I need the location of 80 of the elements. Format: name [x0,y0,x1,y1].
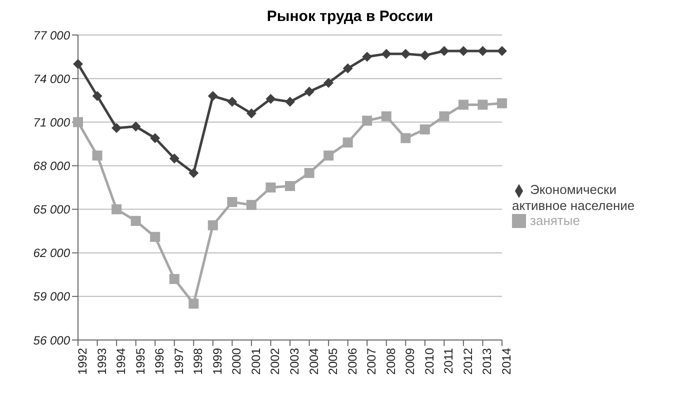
x-tick-label: 1997 [172,348,186,375]
y-tick-label: 71 000 [33,115,70,130]
point [362,52,372,62]
point [227,96,238,107]
x-tick-label: 2001 [248,348,263,375]
point [400,133,411,144]
point [439,111,450,122]
point [420,50,430,60]
x-tick-label: 2008 [384,348,398,375]
point [150,232,160,242]
x-tick-label: 1999 [210,348,224,375]
point [439,46,450,56]
x-tick-label: 2009 [403,348,418,375]
point [478,46,488,56]
y-tick-label: 65 000 [33,202,70,217]
x-tick-label: 1993 [94,348,109,375]
point [169,153,180,164]
point [458,100,468,110]
point [92,91,102,101]
point [324,78,334,88]
x-tick-label: 2014 [500,348,514,375]
x-tick-label: 2002 [268,348,282,375]
y-tick-label: 68 000 [33,158,70,173]
point [381,48,392,59]
x-tick-label: 2004 [306,348,321,375]
point [342,137,353,148]
point [73,59,83,70]
x-tick-label: 1994 [114,348,128,375]
x-tick-label: 2000 [230,348,244,375]
point [73,117,83,128]
point [208,220,218,230]
y-tick-label: 59 000 [33,290,70,304]
point [92,150,102,161]
point [478,100,488,110]
y-tick-label: 77 000 [33,28,70,42]
point [304,168,314,178]
y-tick-label: 62 000 [33,246,70,260]
x-tick-label: 2007 [364,348,379,375]
y-tick-label: 74 000 [33,72,70,86]
point [112,122,122,133]
point [266,94,276,104]
x-tick-label: 1996 [152,348,167,375]
point [112,204,122,214]
point [150,133,160,144]
point [130,122,141,132]
x-tick-label: 2005 [326,348,340,375]
x-tick-label: 2003 [288,348,302,375]
x-tick-label: 2011 [442,348,456,374]
point [420,124,430,134]
point [246,108,256,118]
x-tick-label: 2010 [422,348,436,375]
point [208,91,218,101]
point [324,150,334,161]
x-tick-label: 1992 [76,348,90,375]
point [381,111,392,122]
point [458,46,468,56]
point [285,96,295,107]
point [497,46,507,56]
point [342,63,353,74]
point [400,48,411,59]
point [497,98,507,108]
x-tick-label: 1995 [133,348,148,375]
y-tick-label: 56 000 [33,333,70,348]
point [227,197,238,208]
point [188,168,199,178]
point [188,298,199,309]
x-tick-label: 2012 [460,348,475,375]
legend-label: занятые [530,212,580,228]
chart-title: Рынок труда в России [266,8,434,25]
x-tick-label: 2013 [480,348,494,375]
point [304,86,314,97]
x-tick-label: 2006 [345,348,360,375]
point [362,116,372,126]
point [169,274,180,284]
point [285,181,295,192]
point [246,200,256,210]
x-tick-label: 1998 [191,348,206,375]
legend-label: Экономически активное население [512,182,635,212]
point [130,216,141,226]
point [266,182,276,192]
